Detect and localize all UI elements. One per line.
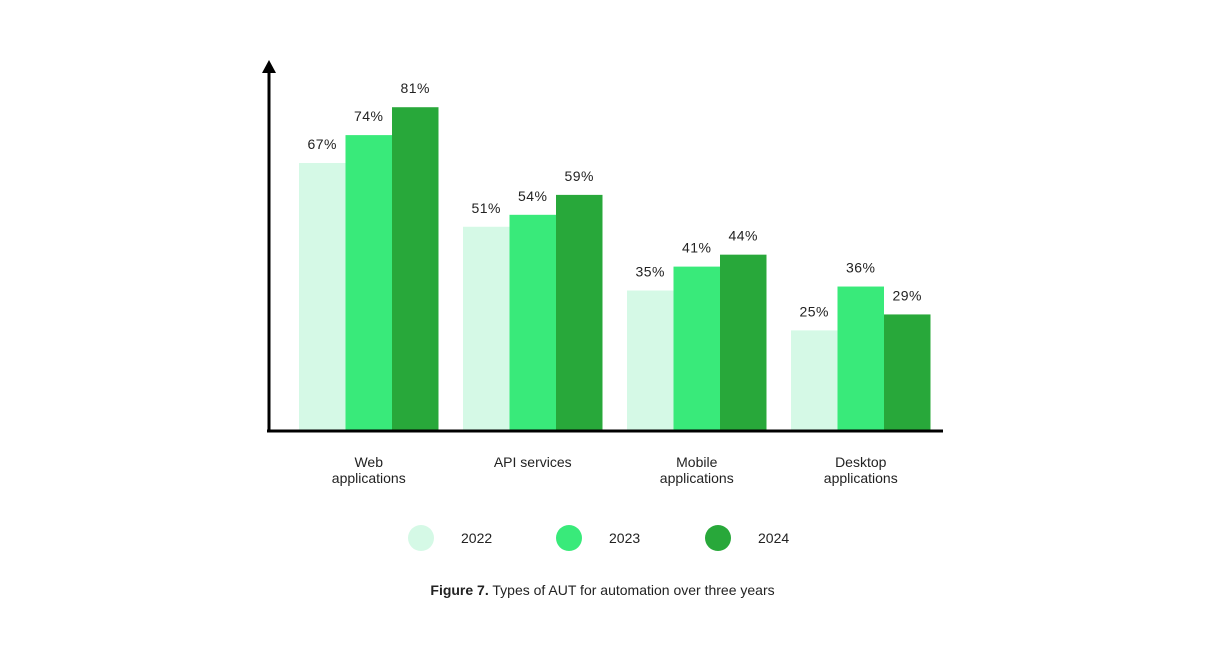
bar-value-label: 67% <box>307 136 337 152</box>
legend-label-2022: 2022 <box>461 530 493 546</box>
bar-value-label: 29% <box>892 287 922 303</box>
bar-value-label: 81% <box>400 80 430 96</box>
bar-2022-0 <box>299 163 346 430</box>
bar-2022-1 <box>463 226 510 430</box>
figure-caption: Figure 7. Types of AUT for automation ov… <box>0 582 1205 598</box>
bar-2023-1 <box>509 214 556 430</box>
legend-item-2023: 2023 <box>556 524 640 552</box>
legend-item-2022: 2022 <box>408 524 492 552</box>
legend-swatch-2023 <box>556 525 582 551</box>
bar-2023-2 <box>673 266 720 430</box>
caption-figure-number: Figure 7. <box>430 582 489 598</box>
bar-value-label: 44% <box>728 228 758 244</box>
bar-2024-2 <box>720 254 767 430</box>
legend-swatch-2024 <box>705 525 731 551</box>
category-label: API services <box>494 454 572 470</box>
category-labels-group: Web applications API services Mobile applica… <box>332 454 898 486</box>
legend-item-2024: 2024 <box>705 524 789 552</box>
category-label: Desktop applications <box>824 454 898 486</box>
bar-2023-0 <box>345 135 392 431</box>
bar-value-label: 36% <box>846 260 876 276</box>
bar-2024-0 <box>392 107 439 430</box>
legend-swatch-2022 <box>408 525 434 551</box>
y-axis-arrow <box>262 60 276 73</box>
bar-2023-3 <box>837 286 884 430</box>
bar-value-label: 59% <box>564 168 594 184</box>
category-label: Web applications <box>332 454 406 486</box>
bar-2022-3 <box>791 330 838 430</box>
category-label: Mobile applications <box>660 454 734 486</box>
bar-value-label: 35% <box>635 264 665 280</box>
bar-2024-1 <box>556 194 603 430</box>
bar-value-label: 41% <box>682 240 712 256</box>
bar-value-label: 51% <box>471 200 501 216</box>
bar-2022-2 <box>627 290 674 430</box>
legend-label-2023: 2023 <box>609 530 641 546</box>
bars-group <box>299 107 931 431</box>
legend: 2022 2023 2024 <box>0 524 1205 552</box>
bar-labels-group: 67% 51% 35% 25% 74% 54% 41% 36% 81% 59% 44% 29% <box>307 80 922 319</box>
bar-value-label: 54% <box>518 188 548 204</box>
bar-value-label: 25% <box>799 303 829 319</box>
caption-text: Types of AUT for automation over three y… <box>488 582 775 598</box>
bar-2024-3 <box>884 314 931 430</box>
bar-value-label: 74% <box>354 108 384 124</box>
legend-label-2024: 2024 <box>758 530 790 546</box>
